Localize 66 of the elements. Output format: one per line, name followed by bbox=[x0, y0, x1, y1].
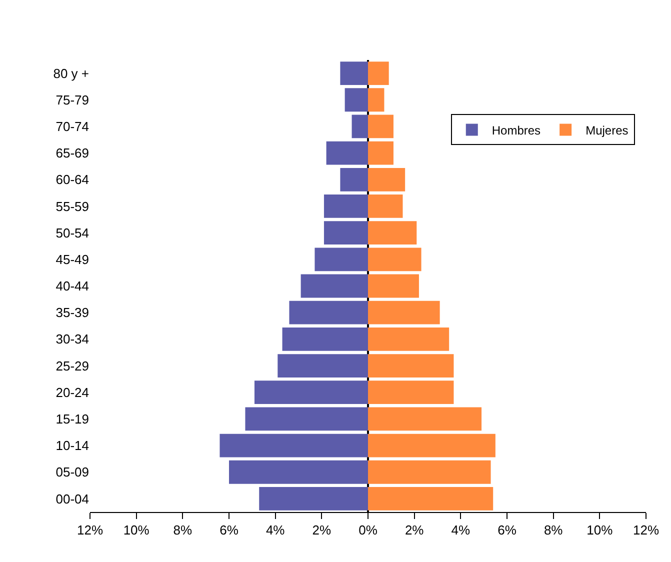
bar bbox=[344, 88, 368, 112]
x-tick-label: 12% bbox=[76, 522, 104, 538]
x-tick-label: 2% bbox=[312, 522, 332, 538]
legend-label: Hombres bbox=[492, 123, 541, 138]
bar bbox=[220, 434, 368, 458]
bar bbox=[368, 300, 440, 324]
bar bbox=[245, 407, 368, 431]
x-tick-label: 2% bbox=[404, 522, 424, 538]
bar bbox=[289, 300, 368, 324]
bar bbox=[368, 62, 389, 85]
bar bbox=[352, 114, 368, 138]
bar bbox=[300, 274, 368, 298]
y-tick-label: 80 y + bbox=[53, 66, 89, 81]
bar bbox=[229, 460, 368, 484]
x-tick-label: 8% bbox=[544, 522, 564, 538]
y-tick-label: 00-04 bbox=[56, 491, 89, 506]
y-tick-label: 70-74 bbox=[56, 119, 89, 134]
y-tick-label: 40-44 bbox=[56, 278, 89, 294]
y-tick-label: 10-14 bbox=[56, 438, 89, 454]
x-tick-label: 8% bbox=[173, 522, 192, 538]
bar bbox=[314, 248, 368, 272]
y-tick-label: 20-24 bbox=[56, 384, 89, 400]
bar bbox=[368, 141, 394, 165]
x-tick-label: 0% bbox=[358, 522, 378, 538]
bar bbox=[340, 168, 368, 192]
bar bbox=[368, 460, 491, 484]
legend-label: Mujeres bbox=[586, 123, 628, 138]
y-tick-label: 15-19 bbox=[56, 411, 89, 426]
y-tick-label: 55-59 bbox=[56, 198, 89, 214]
bar bbox=[368, 327, 450, 351]
bar bbox=[278, 354, 368, 378]
bar bbox=[324, 194, 368, 218]
bar bbox=[368, 88, 384, 112]
x-tick-label: 6% bbox=[498, 522, 517, 538]
y-tick-label: 60-64 bbox=[56, 172, 89, 188]
bar bbox=[368, 248, 422, 272]
x-tick-label: 6% bbox=[220, 522, 239, 538]
y-tick-label: 75-79 bbox=[56, 92, 89, 108]
bar bbox=[368, 221, 417, 245]
y-tick-label: 65-69 bbox=[56, 146, 89, 161]
bar bbox=[368, 407, 482, 431]
x-tick-label: 4% bbox=[451, 522, 470, 538]
x-tick-label: 12% bbox=[632, 522, 660, 538]
bar bbox=[324, 221, 368, 245]
bar bbox=[282, 327, 368, 351]
bar bbox=[259, 487, 368, 510]
bar bbox=[368, 380, 454, 404]
bar bbox=[368, 168, 406, 192]
x-tick-label: 4% bbox=[266, 522, 286, 538]
bar bbox=[368, 114, 394, 138]
y-tick-label: 50-54 bbox=[56, 225, 89, 240]
bar bbox=[368, 487, 494, 510]
y-tick-label: 45-49 bbox=[56, 252, 89, 267]
bar bbox=[368, 194, 403, 218]
y-tick-label: 35-39 bbox=[56, 305, 89, 320]
x-tick-label: 10% bbox=[586, 522, 614, 538]
bar bbox=[368, 434, 496, 458]
y-tick-label: 05-09 bbox=[56, 464, 89, 480]
bar bbox=[254, 380, 368, 404]
y-tick-label: 25-29 bbox=[56, 358, 89, 374]
bar bbox=[340, 62, 368, 85]
bar bbox=[368, 354, 454, 378]
bar bbox=[326, 141, 368, 165]
y-tick-label: 30-34 bbox=[56, 332, 89, 347]
bar bbox=[368, 274, 419, 298]
x-tick-label: 10% bbox=[123, 522, 150, 538]
